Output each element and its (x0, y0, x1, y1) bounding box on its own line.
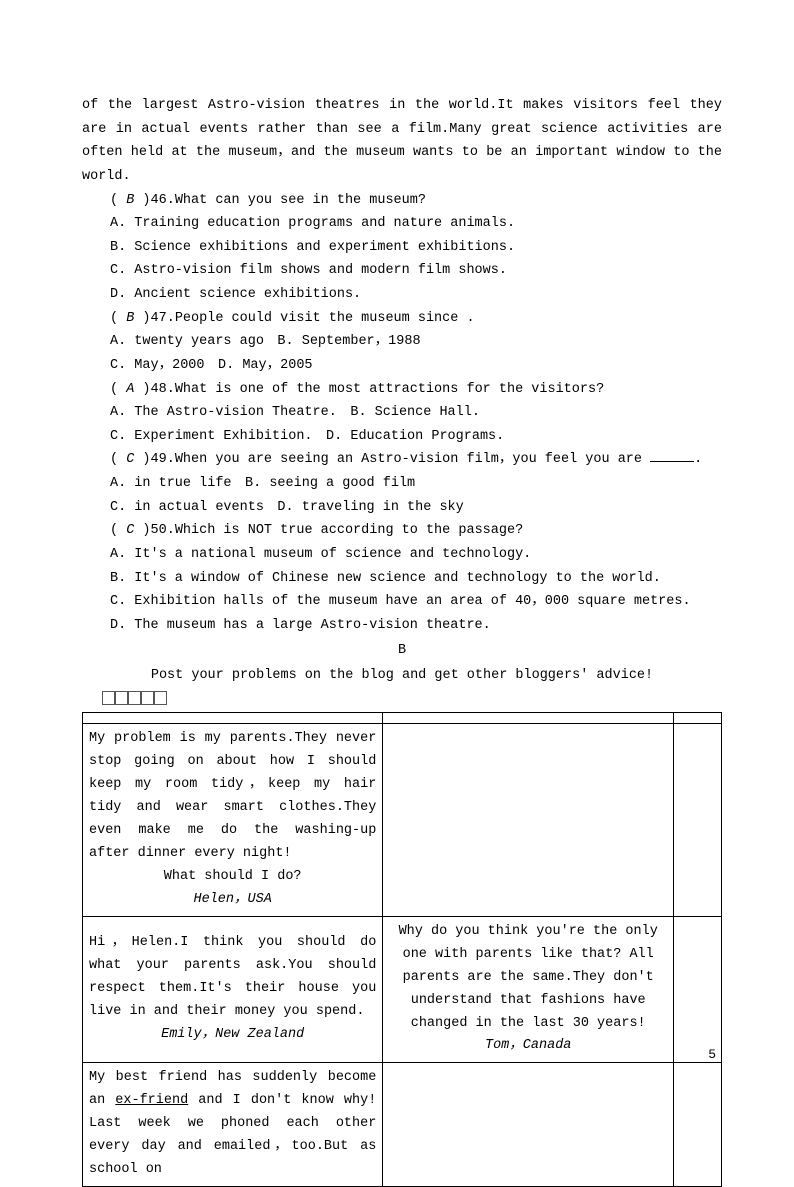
placeholder-glyphs (82, 688, 722, 712)
emily-sig: Emily，New Zealand (89, 1024, 376, 1047)
q47-opt-cd: C. May，2000 D. May，2005 (82, 354, 722, 378)
tom-sig: Tom，Canada (389, 1035, 667, 1058)
q50-stem: ( C )50.Which is NOT true according to t… (82, 519, 722, 543)
q50-opt-a: A. It's a national museum of science and… (82, 543, 722, 567)
blog-title: Post your problems on the blog and get o… (82, 664, 722, 688)
emily-reply: Hi，Helen.I think you should do what your… (89, 932, 376, 1024)
q50-opt-c: C. Exhibition halls of the museum have a… (82, 590, 722, 614)
q49-opt-cd: C. in actual events D. traveling in the … (82, 496, 722, 520)
exfriend-post: My best friend has suddenly become an ex… (89, 1067, 376, 1182)
table-row: My problem is my parents.They never stop… (83, 724, 722, 917)
table-row: Hi，Helen.I think you should do what your… (83, 916, 722, 1063)
helen-sig: Helen，USA (89, 889, 376, 912)
page-number: 5 (708, 1044, 716, 1067)
section-b-label: B (82, 639, 722, 663)
table-row (83, 713, 722, 724)
q46-opt-c: C. Astro-vision film shows and modern fi… (82, 259, 722, 283)
q47-stem: ( B )47.People could visit the museum si… (82, 307, 722, 331)
q47-opt-ab: A. twenty years ago B. September，1988 (82, 330, 722, 354)
q49-opt-ab: A. in true life B. seeing a good film (82, 472, 722, 496)
q46-stem: ( B )46.What can you see in the museum? (82, 189, 722, 213)
helen-question: What should I do? (89, 866, 376, 889)
intro-paragraph: of the largest Astro-vision theatres in … (82, 94, 722, 189)
q48-opt-ab: A. The Astro-vision Theatre. B. Science … (82, 401, 722, 425)
q48-stem: ( A )48.What is one of the most attracti… (82, 378, 722, 402)
q49-stem: ( C )49.When you are seeing an Astro-vis… (82, 448, 722, 472)
q50-opt-d: D. The museum has a large Astro-vision t… (82, 614, 722, 638)
blog-table: My problem is my parents.They never stop… (82, 712, 722, 1187)
q46-opt-b: B. Science exhibitions and experiment ex… (82, 236, 722, 260)
table-row: My best friend has suddenly become an ex… (83, 1063, 722, 1187)
tom-reply: Why do you think you're the only one wit… (389, 921, 667, 1036)
q46-opt-d: D. Ancient science exhibitions. (82, 283, 722, 307)
q46-opt-a: A. Training education programs and natur… (82, 212, 722, 236)
q50-opt-b: B. It's a window of Chinese new science … (82, 567, 722, 591)
helen-problem: My problem is my parents.They never stop… (89, 728, 376, 866)
q48-opt-cd: C. Experiment Exhibition. D. Education P… (82, 425, 722, 449)
